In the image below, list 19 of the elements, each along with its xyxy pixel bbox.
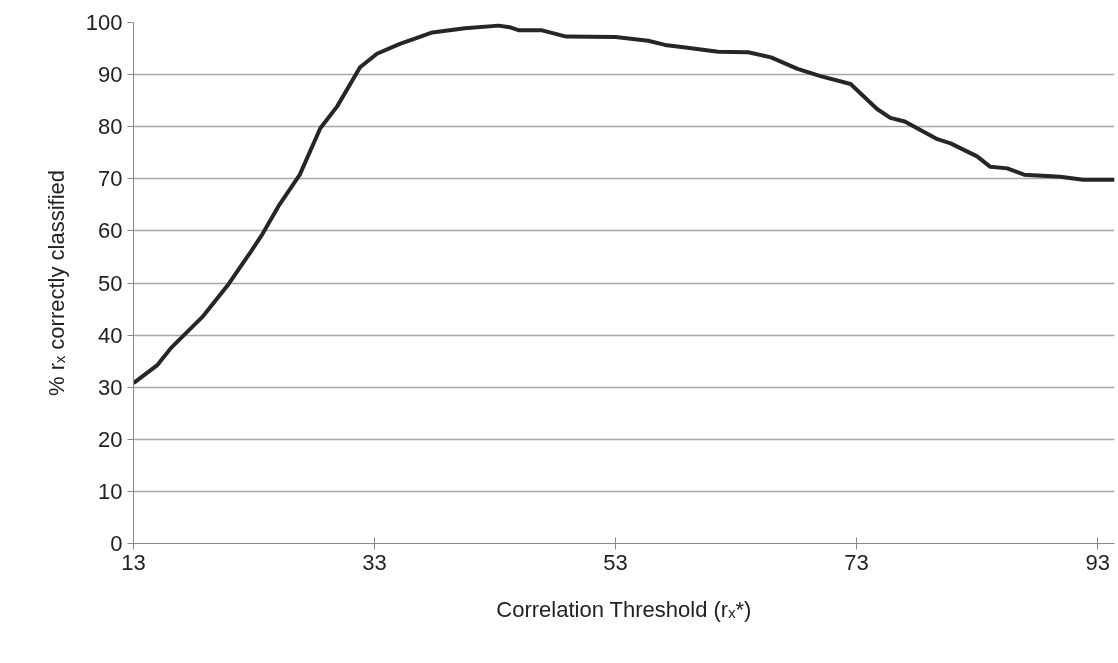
x-axis-title: Correlation Threshold (rₓ*)	[496, 596, 752, 622]
x-tick-label: 13	[121, 549, 146, 575]
y-tick-label: 10	[98, 478, 123, 504]
x-tick-label: 53	[603, 549, 628, 575]
x-tick-label: 73	[844, 549, 869, 575]
y-tick-label: 100	[85, 10, 123, 35]
x-tick-label: 33	[362, 549, 387, 575]
y-tick-label: 40	[98, 322, 123, 348]
y-tick-label: 80	[98, 114, 123, 140]
line-series	[133, 23, 1115, 386]
y-axis-title: % rₓ correctly classified	[43, 169, 69, 397]
y-tick-label: 50	[98, 270, 123, 296]
y-tick-label: 60	[98, 218, 123, 244]
x-tick-label: 93	[1085, 549, 1110, 575]
y-tick-label: 30	[98, 374, 123, 400]
y-tick-label: 0	[110, 531, 123, 556]
y-tick-label: 20	[98, 426, 123, 452]
y-tick-label: 70	[98, 166, 123, 192]
y-tick-label: 90	[98, 62, 123, 88]
